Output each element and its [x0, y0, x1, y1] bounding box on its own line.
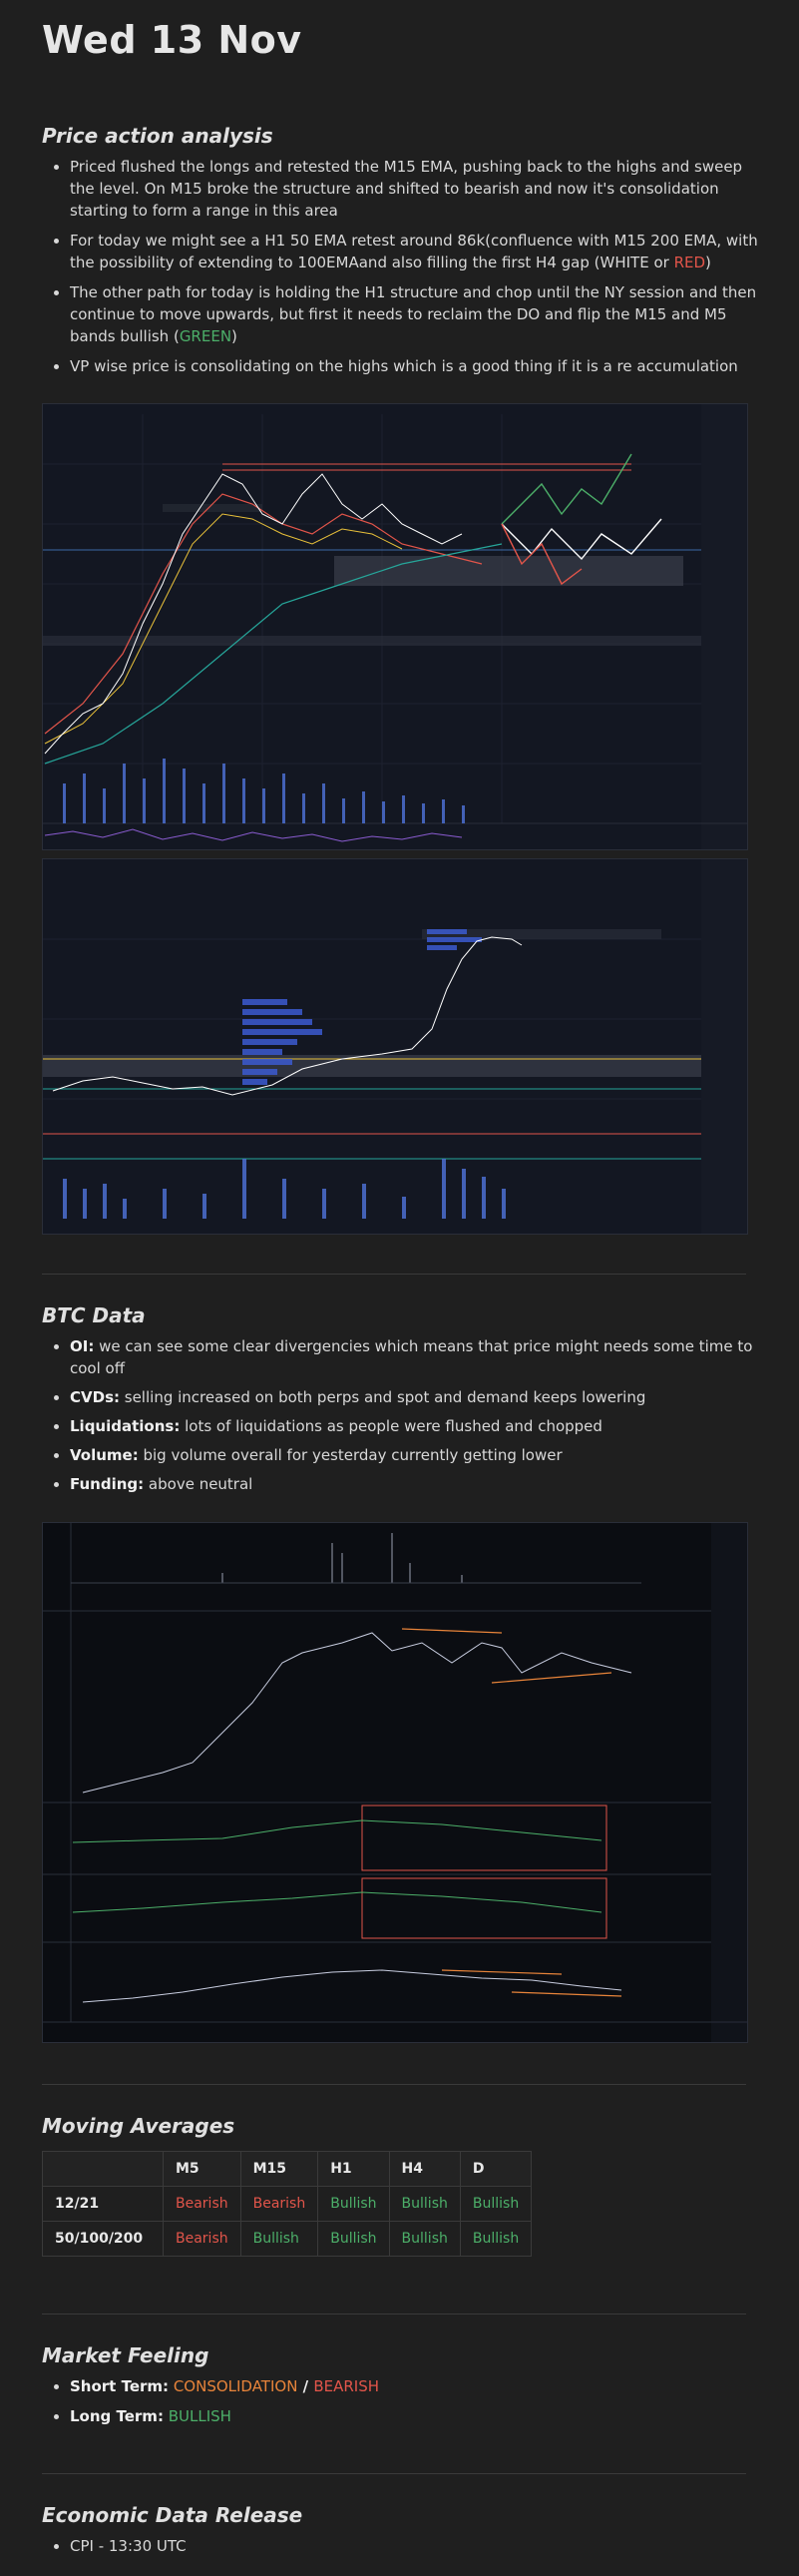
moving-averages-heading: Moving Averages: [42, 2114, 235, 2138]
bullet-text: For today we might see a H1 50 EMA retes…: [70, 232, 758, 271]
white-path-label: WHITE: [599, 254, 649, 271]
ma-cell: Bearish: [239, 2186, 319, 2222]
section-divider: [42, 1274, 746, 1275]
btc-data-list: OI: we can see some clear divergencies w…: [42, 1335, 758, 1502]
economic-heading: Economic Data Release: [42, 2503, 303, 2527]
long-term-label: Long Term:: [70, 2407, 164, 2425]
column-header: [42, 2151, 164, 2187]
item-label: OI:: [70, 1337, 95, 1355]
list-item: Liquidations: lots of liquidations as pe…: [70, 1415, 758, 1437]
item-text: big volume overall for yesterday current…: [138, 1446, 563, 1464]
column-header: M5: [163, 2151, 241, 2187]
list-item: Priced flushed the longs and retested th…: [70, 156, 758, 222]
btc-m15-vp-chart-image: [42, 858, 748, 1235]
economic-item: CPI - 13:30 UTC: [70, 2537, 187, 2555]
ma-cell: Bullish: [317, 2221, 390, 2257]
item-text: lots of liquidations as people were flus…: [180, 1417, 602, 1435]
bullet-text: or: [648, 254, 674, 271]
item-text: above neutral: [144, 1475, 253, 1493]
separator: /: [297, 2377, 314, 2395]
item-label: Funding:: [70, 1475, 145, 1493]
economic-list: CPI - 13:30 UTC: [42, 2535, 758, 2565]
market-feeling-heading: Market Feeling: [42, 2343, 209, 2367]
btc-data-chart-image: [42, 1522, 748, 2043]
list-item: Volume: big volume overall for yesterday…: [70, 1444, 758, 1466]
short-term-value: CONSOLIDATION: [173, 2377, 298, 2395]
item-label: Volume:: [70, 1446, 139, 1464]
column-header: H4: [388, 2151, 461, 2187]
market-feeling-list: Short Term: CONSOLIDATION / BEARISH Long…: [42, 2375, 758, 2435]
page-title: Wed 13 Nov: [42, 18, 302, 62]
section-divider: [42, 2473, 746, 2474]
short-term-value-2: BEARISH: [313, 2377, 380, 2395]
price-action-heading: Price action analysis: [42, 124, 273, 148]
row-label: 50/100/200: [42, 2221, 164, 2257]
table-row: 50/100/200 Bearish Bullish Bullish Bulli…: [42, 2221, 533, 2257]
ma-cell: Bullish: [317, 2186, 390, 2222]
list-item: The other path for today is holding the …: [70, 281, 758, 347]
btc-data-heading: BTC Data: [42, 1303, 146, 1327]
list-item: Long Term: BULLISH: [70, 2405, 758, 2427]
table-header-row: M5 M15 H1 H4 D: [42, 2151, 533, 2187]
long-term-value: BULLISH: [168, 2407, 231, 2425]
item-text: we can see some clear divergencies which…: [70, 1337, 753, 1377]
column-header: D: [459, 2151, 533, 2187]
green-path-label: GREEN: [179, 327, 232, 345]
bullet-text: VP wise price is consolidating on the hi…: [70, 357, 738, 375]
list-item: Short Term: CONSOLIDATION / BEARISH: [70, 2375, 758, 2397]
item-text: selling increased on both perps and spot…: [120, 1388, 646, 1406]
moving-averages-table: M5 M15 H1 H4 D 12/21 Bearish Bearish Bul…: [42, 2151, 533, 2257]
list-item: For today we might see a H1 50 EMA retes…: [70, 230, 758, 273]
ma-cell: Bullish: [388, 2221, 461, 2257]
ma-cell: Bearish: [163, 2186, 241, 2222]
column-header: H1: [317, 2151, 390, 2187]
list-item: VP wise price is consolidating on the hi…: [70, 355, 758, 377]
short-term-label: Short Term:: [70, 2377, 170, 2395]
red-path-label: RED: [673, 254, 706, 271]
bullet-text: ): [705, 254, 711, 271]
column-header: M15: [239, 2151, 319, 2187]
price-action-list: Priced flushed the longs and retested th…: [42, 156, 758, 385]
ma-cell: Bullish: [239, 2221, 319, 2257]
ma-cell: Bullish: [388, 2186, 461, 2222]
ma-cell: Bearish: [163, 2221, 241, 2257]
bullet-text: Priced flushed the longs and retested th…: [70, 158, 743, 220]
row-label: 12/21: [42, 2186, 164, 2222]
bullet-text: The other path for today is holding the …: [70, 283, 757, 345]
list-item: CVDs: selling increased on both perps an…: [70, 1386, 758, 1408]
btc-h1-chart-image: [42, 403, 748, 850]
item-label: Liquidations:: [70, 1417, 181, 1435]
list-item: OI: we can see some clear divergencies w…: [70, 1335, 758, 1379]
list-item: Funding: above neutral: [70, 1473, 758, 1495]
list-item: CPI - 13:30 UTC: [70, 2535, 758, 2557]
ma-cell: Bullish: [459, 2186, 533, 2222]
item-label: CVDs:: [70, 1388, 120, 1406]
bullet-text: ): [231, 327, 237, 345]
ma-cell: Bullish: [459, 2221, 533, 2257]
table-row: 12/21 Bearish Bearish Bullish Bullish Bu…: [42, 2186, 533, 2222]
section-divider: [42, 2314, 746, 2315]
section-divider: [42, 2084, 746, 2085]
